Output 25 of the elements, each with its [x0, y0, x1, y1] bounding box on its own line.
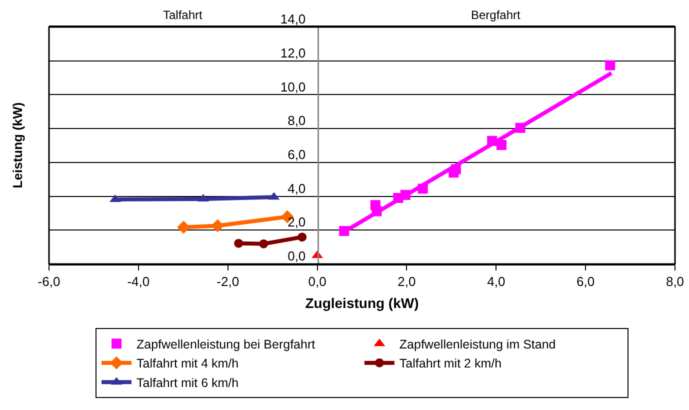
legend-label: Talfahrt mit 2 km/h	[399, 356, 502, 371]
x-tick-label: -6,0	[38, 274, 60, 290]
y-tick-label: 8,0	[288, 113, 306, 128]
y-tick-label: 6,0	[288, 146, 306, 162]
y-tick-label: 14,0	[280, 12, 306, 27]
y-tick-label: 0,0	[288, 248, 306, 264]
y-tick-label: 2,0	[288, 214, 306, 230]
x-tick-label: 4,0	[487, 274, 506, 290]
text: Talfahrt	[163, 8, 204, 22]
legend-label: Talfahrt mit 6 km/h	[136, 376, 239, 390]
y-tick-label: 12,0	[280, 45, 306, 60]
x-axis-title: Zugleistung (kW)	[305, 295, 419, 312]
x-tick-label: 6,0	[576, 274, 595, 290]
x-tick-label: 2,0	[398, 274, 416, 290]
x-tick-label: -2,0	[216, 274, 240, 290]
legend-label: Talfahrt mit 4 km/h	[136, 356, 239, 371]
x-tick-label: 0,0	[308, 274, 326, 290]
y-axis-title: Leistung (kW)	[10, 102, 26, 188]
legend-label: Zapfwellenleistung bei Bergfahrt	[136, 337, 316, 352]
y-tick-label: 10,0	[280, 79, 306, 94]
text: Bergfahrt	[471, 8, 522, 22]
legend-label: Zapfwellenleistung im Stand	[399, 337, 556, 352]
x-tick-label: -4,0	[127, 274, 150, 290]
x-tick-label: 8,0	[666, 274, 684, 290]
y-tick-label: 4,0	[288, 180, 306, 196]
